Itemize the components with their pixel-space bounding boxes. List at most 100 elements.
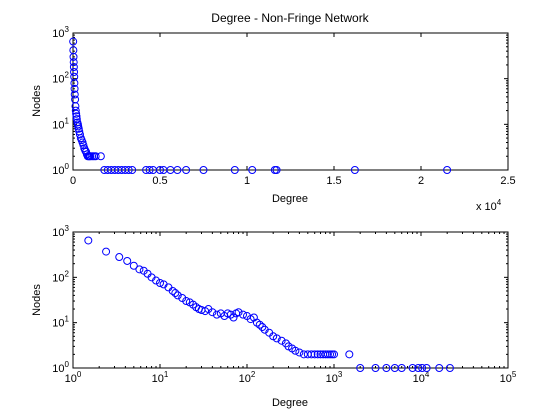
x-multiplier-label: x 104 <box>476 198 502 213</box>
x-tick-label: 1 <box>244 175 250 187</box>
data-point <box>69 37 78 46</box>
data-point <box>208 308 217 317</box>
data-point <box>72 112 81 121</box>
y-tick-label: 101 <box>52 116 69 131</box>
data-point <box>408 364 417 372</box>
x-tick-label-base: 10 <box>239 373 251 385</box>
data-point <box>239 310 248 319</box>
data-point <box>330 350 338 359</box>
data-point <box>295 348 304 357</box>
x-tick-label: 104 <box>413 370 430 385</box>
data-point <box>445 364 454 372</box>
y-tick-label-base: 10 <box>52 28 64 40</box>
data-point <box>145 166 154 174</box>
data-point <box>96 152 105 161</box>
data-point <box>70 79 79 88</box>
y-tick-label-base: 10 <box>52 74 64 86</box>
data-point <box>248 166 257 174</box>
data-point <box>72 115 81 124</box>
bottom-x-axis-label: Degree <box>272 397 308 409</box>
bottom-y-axis-label: Nodes <box>31 284 43 316</box>
data-point <box>414 364 423 372</box>
data-point <box>418 364 427 372</box>
data-point <box>79 141 88 150</box>
x-multiplier-base: x 10 <box>476 201 497 213</box>
data-point <box>299 350 308 359</box>
data-point <box>72 109 81 118</box>
data-point <box>91 152 100 161</box>
y-tick-label-base: 10 <box>52 119 64 131</box>
data-point <box>156 279 164 287</box>
y-tick-label-exponent: 2 <box>65 71 70 80</box>
y-tick-label: 102 <box>52 71 69 86</box>
data-point <box>199 166 208 174</box>
data-point <box>69 63 78 72</box>
x-tick-label: 105 <box>500 370 517 385</box>
data-point <box>128 166 137 174</box>
y-tick-label-exponent: 2 <box>65 269 70 278</box>
data-point <box>71 106 80 115</box>
x-tick-label: 2.5 <box>500 175 515 187</box>
x-tick-label: 2 <box>418 175 424 187</box>
y-tick-label-base: 10 <box>52 318 64 330</box>
data-point <box>234 308 243 317</box>
x-tick-label-base: 10 <box>326 373 338 385</box>
data-point <box>345 350 354 359</box>
data-point <box>168 286 177 295</box>
x-tick-label-exponent: 1 <box>164 370 169 379</box>
data-point <box>356 364 365 372</box>
data-point <box>255 320 264 329</box>
data-point <box>123 256 132 265</box>
x-tick-label-exponent: 2 <box>251 370 256 379</box>
data-point <box>212 310 221 319</box>
x-multiplier-exponent: 4 <box>497 198 502 207</box>
data-point <box>84 236 93 245</box>
data-point <box>443 166 452 174</box>
x-tick-label-exponent: 4 <box>425 370 430 379</box>
data-point <box>326 350 335 359</box>
data-point <box>371 364 380 372</box>
y-tick-label-base: 10 <box>52 272 64 284</box>
x-tick-label-exponent: 3 <box>338 370 343 379</box>
data-point <box>124 166 133 174</box>
data-point <box>69 58 78 67</box>
y-tick-label-exponent: 3 <box>65 224 70 233</box>
data-point <box>70 90 79 99</box>
data-point <box>321 350 330 359</box>
top-data-markers <box>69 37 452 174</box>
top-plot-area <box>72 32 509 171</box>
data-point <box>226 310 235 319</box>
data-point <box>182 166 191 174</box>
x-tick-label-base: 10 <box>152 373 164 385</box>
y-tick-label-exponent: 1 <box>65 116 70 125</box>
y-tick-label: 100 <box>52 360 69 375</box>
x-tick-label-base: 10 <box>413 373 425 385</box>
data-point <box>75 130 84 139</box>
x-tick-label-base: 10 <box>65 373 77 385</box>
y-tick-label-exponent: 1 <box>65 315 70 324</box>
data-point <box>70 67 79 76</box>
data-point <box>152 276 161 285</box>
x-tick-label-base: 10 <box>500 373 512 385</box>
x-tick-label: 103 <box>326 370 343 385</box>
data-point <box>272 166 281 174</box>
data-point <box>422 364 431 372</box>
data-point <box>171 289 180 298</box>
x-tick-label: 102 <box>239 370 256 385</box>
data-point <box>173 291 182 300</box>
data-point <box>173 166 182 174</box>
data-point <box>129 261 138 270</box>
x-tick-label: 1.5 <box>326 175 341 187</box>
y-tick-label: 100 <box>52 162 69 177</box>
y-tick-label-exponent: 0 <box>65 162 70 171</box>
data-point <box>115 253 124 262</box>
data-point <box>277 336 286 345</box>
y-tick-label: 101 <box>52 315 69 330</box>
data-point <box>435 364 444 372</box>
y-tick-label: 103 <box>52 224 69 239</box>
top-subplot: Degree - Non-Fringe Network 0 0.5 1 1.5 2 2.5… <box>31 11 516 213</box>
data-point <box>382 364 391 372</box>
